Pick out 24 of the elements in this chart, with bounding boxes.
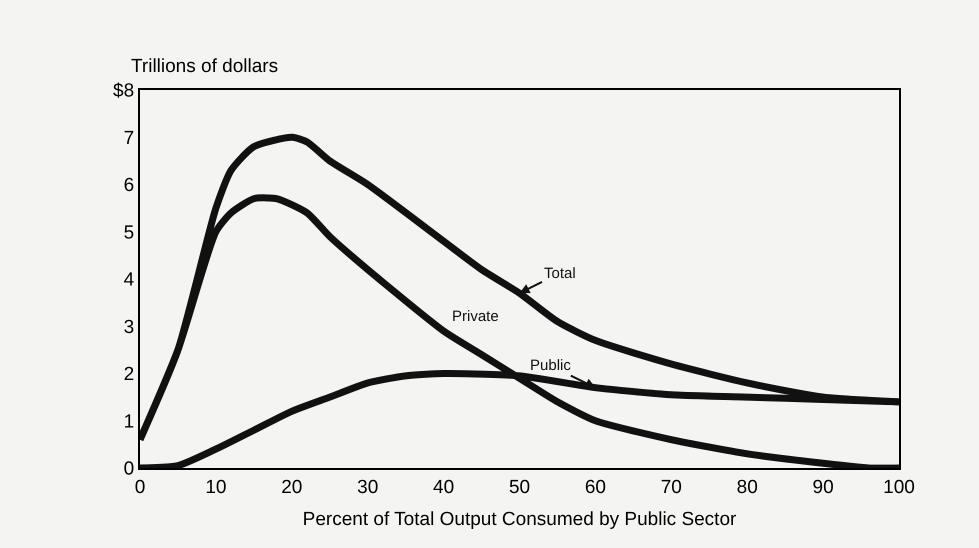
y-tick-label: 3: [124, 316, 134, 338]
x-tick-label: 90: [812, 476, 834, 498]
y-tick-label: $8: [113, 80, 134, 102]
x-tick-label: 20: [281, 476, 302, 498]
y-tick-label: 4: [124, 270, 135, 291]
series-label: Total: [544, 265, 576, 282]
y-tick-label: 7: [124, 128, 134, 149]
series-label: Public: [530, 357, 572, 374]
y-tick-label: 0: [124, 458, 134, 480]
x-tick-label: 60: [584, 476, 606, 498]
series-label: Private: [452, 308, 499, 325]
x-tick-label: 40: [433, 476, 454, 498]
x-tick-label: 10: [205, 476, 226, 498]
x-axis-title: Percent of Total Output Consumed by Public Sector: [302, 509, 738, 530]
x-tick-label: 50: [508, 476, 530, 498]
y-tick-label: 6: [124, 175, 134, 196]
x-tick-label: 80: [736, 476, 758, 498]
y-tick-label: 1: [124, 411, 134, 432]
y-tick-label: 2: [124, 364, 134, 386]
y-tick-label: 5: [124, 222, 134, 244]
y-axis-title: Trillions of dollars: [131, 56, 278, 77]
x-tick-label: 100: [883, 476, 915, 498]
x-tick-label: 30: [357, 476, 378, 498]
x-tick-label: 70: [660, 476, 682, 498]
